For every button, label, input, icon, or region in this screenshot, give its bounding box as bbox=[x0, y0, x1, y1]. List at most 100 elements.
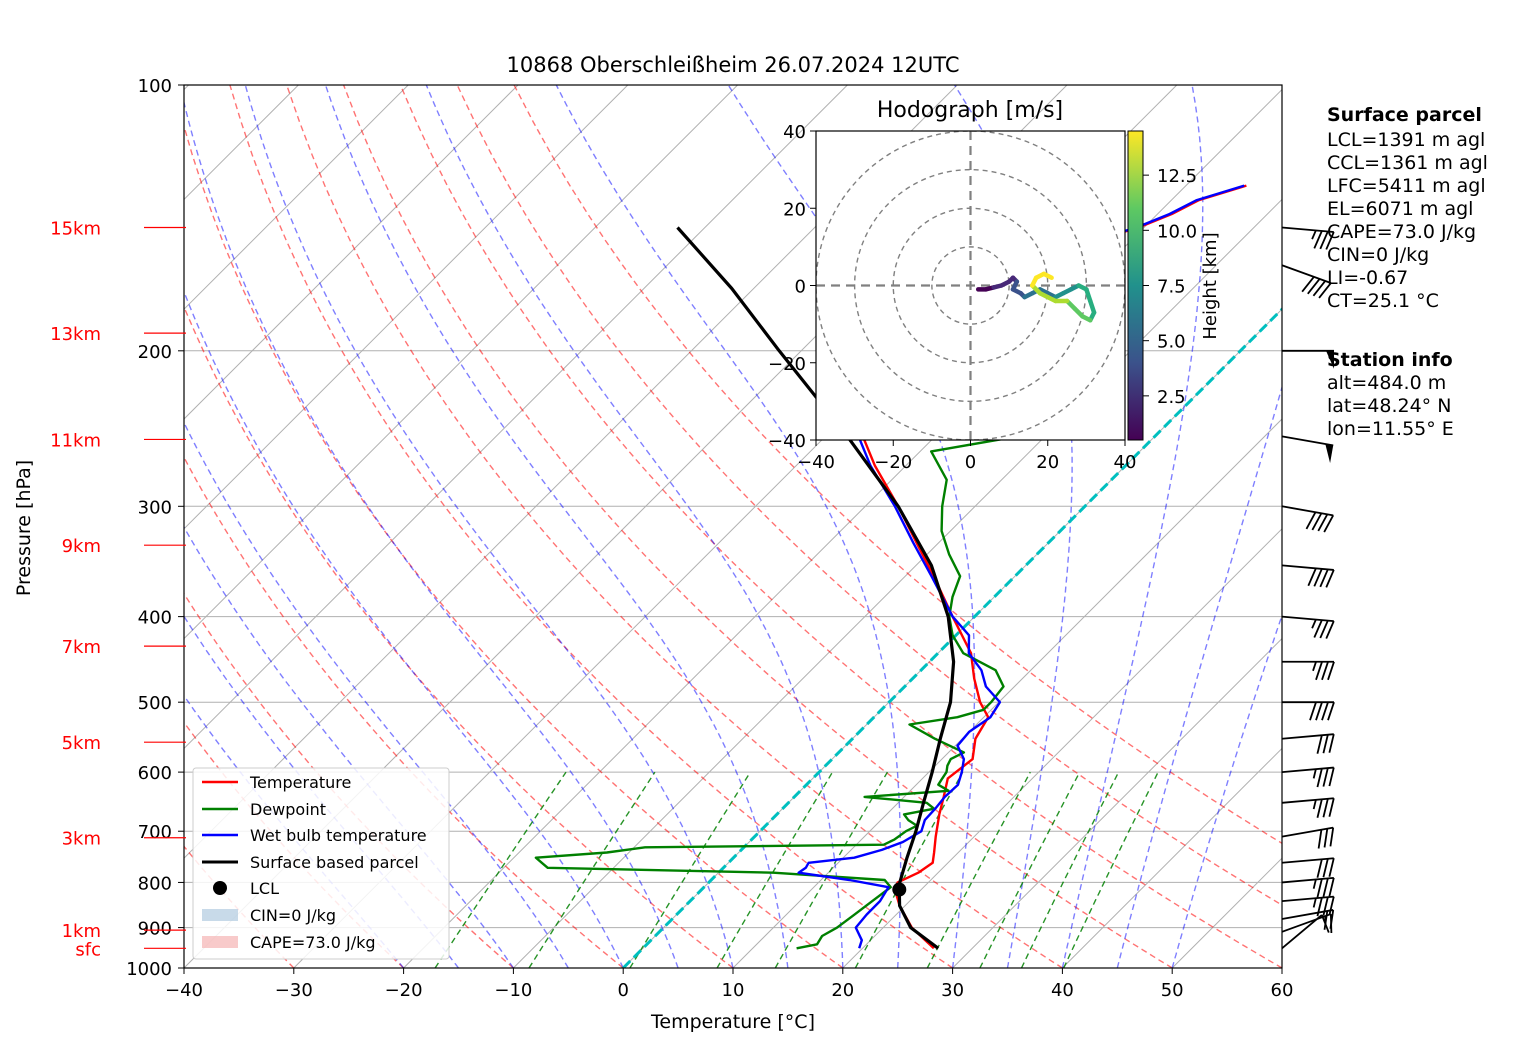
y-tick-label: 400 bbox=[138, 608, 172, 629]
x-tick-label: 60 bbox=[1271, 980, 1294, 1001]
barb-full bbox=[1322, 878, 1329, 898]
isotherm-line bbox=[184, 85, 629, 530]
x-tick-label: −20 bbox=[385, 980, 423, 1001]
barb-full bbox=[1329, 827, 1335, 847]
legend-cape-label: CAPE=73.0 J/kg bbox=[250, 933, 376, 952]
isotherm-line bbox=[732, 418, 1282, 968]
parcel-ct: CT=25.1 °C bbox=[1327, 290, 1439, 312]
wind-barb bbox=[1281, 615, 1335, 639]
barb-full bbox=[1323, 514, 1335, 533]
surface-parcel-heading: Surface parcel bbox=[1327, 104, 1482, 126]
wind-barb bbox=[1281, 733, 1335, 754]
legend-wetbulb-label: Wet bulb temperature bbox=[250, 826, 427, 845]
parcel-cape: CAPE=73.0 J/kg bbox=[1327, 221, 1476, 243]
isotherm-line bbox=[184, 85, 848, 750]
legend-temperature-label: Temperature bbox=[249, 773, 351, 792]
height-label: 1km bbox=[62, 921, 101, 942]
legend-frame bbox=[192, 767, 450, 960]
hodograph-title: Hodograph [m/s] bbox=[877, 98, 1063, 123]
parcel-li: LI=-0.67 bbox=[1327, 267, 1408, 289]
wind-barb bbox=[1281, 435, 1334, 464]
barb-staff bbox=[1281, 797, 1334, 804]
barb-full bbox=[1316, 878, 1323, 898]
barb-full bbox=[1322, 896, 1329, 916]
mixing-ratio-line bbox=[716, 771, 834, 968]
wind-barb bbox=[1281, 914, 1330, 950]
barb-full bbox=[1322, 858, 1329, 878]
legend-cin-swatch bbox=[202, 909, 238, 921]
x-axis-label: Temperature [°C] bbox=[650, 1011, 815, 1033]
barb-full bbox=[1328, 858, 1335, 877]
barb-staff bbox=[1281, 435, 1334, 447]
barb-staff bbox=[1281, 876, 1334, 884]
hodograph-inset: Hodograph [m/s] −40−40 −20 −20 0 0 20 20 40 40 2… bbox=[768, 98, 1221, 473]
barb-full bbox=[1327, 701, 1335, 721]
barb-full bbox=[1328, 896, 1335, 916]
surface-parcel-panel: Surface parcel LCL=1391 m agl CCL=1361 m… bbox=[1327, 104, 1488, 312]
barb-full bbox=[1305, 511, 1317, 530]
isotherm-line bbox=[1062, 747, 1282, 968]
barb-staff bbox=[1281, 733, 1334, 740]
barb-staff bbox=[1281, 264, 1332, 284]
barb-full bbox=[1316, 897, 1323, 917]
y-ticks: 100 200 300 400 500 600 700 800 900 1000 bbox=[126, 76, 184, 980]
hodograph-y-tick-label: −20 bbox=[768, 354, 806, 375]
legend-lcl-marker bbox=[213, 881, 227, 895]
wind-barb bbox=[1281, 226, 1335, 250]
barb-full bbox=[1312, 280, 1326, 297]
parcel-lfc: LFC=5411 m agl bbox=[1327, 175, 1486, 197]
barb-full bbox=[1307, 568, 1317, 587]
barb-staff bbox=[1281, 226, 1334, 233]
colorbar-tick-label: 12.5 bbox=[1157, 166, 1197, 187]
dry-adiabat bbox=[184, 455, 624, 968]
parcel-cin: CIN=0 J/kg bbox=[1327, 244, 1429, 266]
y-tick-label: 900 bbox=[138, 919, 172, 940]
x-tick-label: 30 bbox=[941, 980, 964, 1001]
hodograph-ring bbox=[931, 246, 1010, 325]
barb-half bbox=[1312, 661, 1317, 672]
barb-full bbox=[1322, 798, 1329, 818]
wind-barb bbox=[1281, 895, 1335, 917]
height-label: 11km bbox=[50, 430, 101, 451]
barb-flag bbox=[1326, 350, 1334, 369]
x-tick-label: −10 bbox=[494, 980, 532, 1001]
y-tick-label: 500 bbox=[138, 693, 172, 714]
moist-adiabat bbox=[184, 289, 624, 968]
moist-adiabat bbox=[954, 85, 1073, 968]
isotherm-line bbox=[842, 528, 1282, 968]
colorbar-tick-label: 7.5 bbox=[1157, 277, 1186, 298]
hodograph-segment bbox=[1041, 271, 1054, 281]
dry-adiabat bbox=[342, 85, 1173, 968]
barb-staff bbox=[1281, 766, 1334, 774]
mixing-ratio-line bbox=[528, 771, 656, 968]
wind-barb bbox=[1281, 564, 1335, 588]
wind-barb bbox=[1282, 701, 1335, 721]
moist-adiabat bbox=[324, 85, 789, 968]
moist-adiabat bbox=[1116, 384, 1282, 968]
wind-barb bbox=[1281, 264, 1332, 299]
x-ticks: −40 −30 −20 −10 0 10 20 30 40 50 60 bbox=[165, 968, 1293, 1001]
barb-full bbox=[1313, 230, 1323, 249]
y-tick-label: 700 bbox=[138, 822, 172, 843]
height-label: 13km bbox=[50, 324, 101, 345]
barb-full bbox=[1328, 767, 1335, 787]
parcel-lcl: LCL=1391 m agl bbox=[1327, 129, 1485, 151]
barb-half bbox=[1312, 897, 1317, 908]
x-tick-label: 50 bbox=[1161, 980, 1184, 1001]
station-info-panel: Station info alt=484.0 m lat=48.24° N lo… bbox=[1327, 349, 1454, 440]
barb-full bbox=[1328, 877, 1335, 897]
height-label: 15km bbox=[50, 218, 101, 239]
barb-flag bbox=[1325, 444, 1334, 464]
barb-full bbox=[1328, 733, 1335, 753]
station-lat: lat=48.24° N bbox=[1327, 395, 1451, 417]
moist-adiabat bbox=[184, 525, 514, 968]
moist-adiabat bbox=[425, 85, 844, 968]
barb-full bbox=[1317, 829, 1323, 849]
legend-parcel-label: Surface based parcel bbox=[250, 853, 419, 872]
dry-adiabat bbox=[184, 305, 734, 968]
legend-dewpoint-label: Dewpoint bbox=[250, 800, 326, 819]
barb-full bbox=[1309, 701, 1317, 721]
mixing-ratio-line bbox=[979, 771, 1081, 968]
colorbar-label: Height [km] bbox=[1200, 232, 1221, 339]
